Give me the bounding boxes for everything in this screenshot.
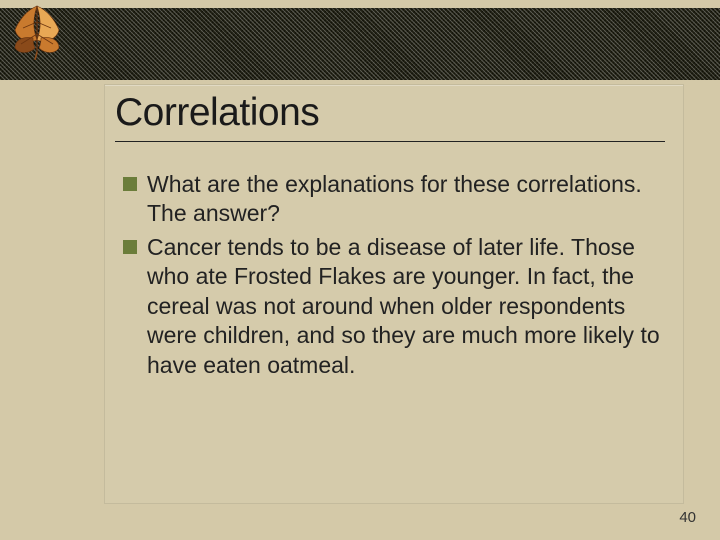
page-number: 40 bbox=[679, 509, 696, 526]
decorative-top-bar bbox=[0, 8, 720, 80]
slide-title: Correlations bbox=[115, 91, 665, 142]
bullet-list: What are the explanations for these corr… bbox=[115, 170, 665, 380]
slide-content: Correlations What are the explanations f… bbox=[104, 84, 684, 504]
bullet-text: What are the explanations for these corr… bbox=[147, 170, 665, 229]
bullet-text: Cancer tends to be a disease of later li… bbox=[147, 233, 665, 380]
list-item: What are the explanations for these corr… bbox=[123, 170, 665, 229]
list-item: Cancer tends to be a disease of later li… bbox=[123, 233, 665, 380]
bullet-icon bbox=[123, 240, 137, 254]
leaf-icon bbox=[6, 0, 68, 60]
bullet-icon bbox=[123, 177, 137, 191]
